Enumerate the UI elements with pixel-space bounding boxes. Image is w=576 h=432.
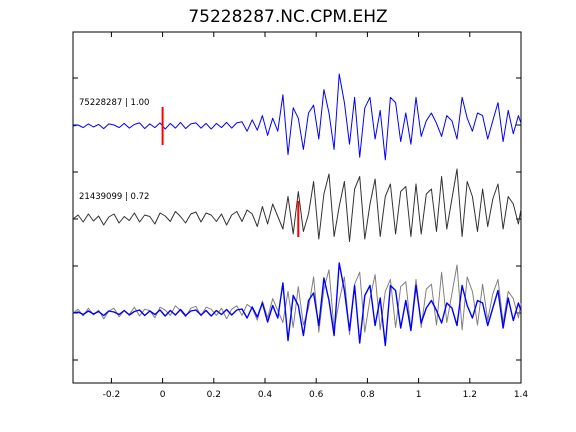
trace-label-match: 21439099 | 0.72 [79,192,149,202]
match-trace [72,168,522,242]
waveform-traces [72,73,522,347]
x-tick-label: 1 [416,390,422,400]
chart-title: 75228287.NC.CPM.EHZ [188,7,387,27]
template-trace [72,73,522,161]
y-axis-ticks [73,77,521,361]
x-tick-label: 0 [160,390,166,400]
x-tick-label: 0.2 [207,390,221,400]
x-tick-label: 0.6 [309,390,324,400]
trace-label-template: 75228287 | 1.00 [79,98,149,108]
trace-labels: 75228287 | 1.00 21439099 | 0.72 [79,98,149,202]
plot-frame [72,31,522,384]
x-tick-label: -0.2 [103,390,121,400]
overlay-match-trace [72,264,522,336]
x-tick-label: 0.8 [360,390,375,400]
x-axis-ticks: -0.2 0 0.2 0.4 0.6 0.8 1 1.2 1.4 [103,32,529,400]
x-tick-label: 1.2 [463,390,477,400]
overlay-template-trace [72,262,522,347]
x-tick-label: 1.4 [514,390,529,400]
x-tick-label: 0.4 [258,390,273,400]
